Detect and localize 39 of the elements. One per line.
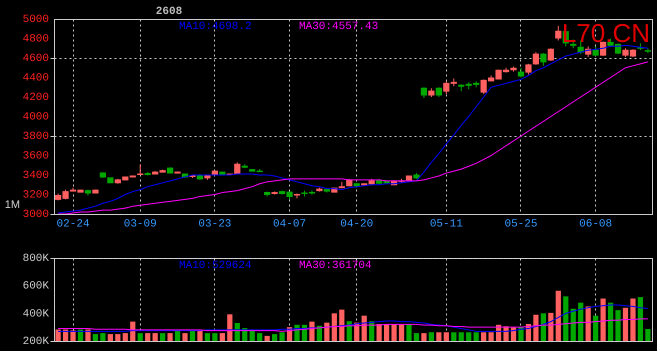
- y-tick-label: 3800: [22, 131, 49, 143]
- text: MA10:529624: [179, 260, 252, 272]
- candlestick: [540, 52, 546, 66]
- text: MA10:4698.2: [179, 21, 252, 33]
- text: MA30:4557.43: [299, 21, 378, 33]
- candlestick: [525, 63, 532, 76]
- y-tick-label: 200K: [22, 336, 50, 348]
- text: 1M: [4, 199, 20, 211]
- candlestick: [555, 25, 562, 41]
- candlestick: [518, 67, 524, 78]
- x-tick-label: 05-11: [430, 218, 464, 230]
- y-tick-label: 5000: [22, 14, 49, 26]
- y-tick-label: 3400: [22, 170, 49, 182]
- x-tick-label: 03-23: [198, 218, 232, 230]
- y-tick-label: 800K: [22, 253, 50, 265]
- y-tick-label: 3200: [22, 190, 49, 202]
- y-tick-label: 4800: [22, 34, 49, 46]
- candlestick: [532, 52, 540, 66]
- candlestick: [548, 48, 554, 62]
- y-tick-label: 4000: [22, 112, 49, 124]
- x-tick-label: 03-09: [124, 218, 157, 230]
- x-tick-label: 04-20: [340, 218, 374, 230]
- y-tick-label: 4200: [22, 92, 49, 104]
- annotation: L70.CN: [562, 18, 650, 48]
- x-tick-label: 04-07: [273, 218, 306, 230]
- x-tick-label: 02-24: [56, 218, 90, 230]
- y-tick-label: 3600: [22, 150, 49, 162]
- line-series: [58, 304, 648, 332]
- text: MA30:361704: [299, 260, 372, 272]
- x-tick-label: 06-08: [579, 218, 612, 230]
- y-tick-label: 4600: [22, 53, 49, 65]
- line-series: [58, 318, 648, 332]
- candlestick: [592, 46, 599, 57]
- chart-title: 2608: [156, 6, 183, 18]
- y-tick-label: 400K: [22, 308, 50, 320]
- y-tick-label: 3000: [22, 209, 49, 221]
- y-tick-label: 600K: [22, 280, 50, 293]
- x-tick-label: 05-25: [504, 218, 538, 230]
- y-tick-label: 4400: [22, 72, 49, 84]
